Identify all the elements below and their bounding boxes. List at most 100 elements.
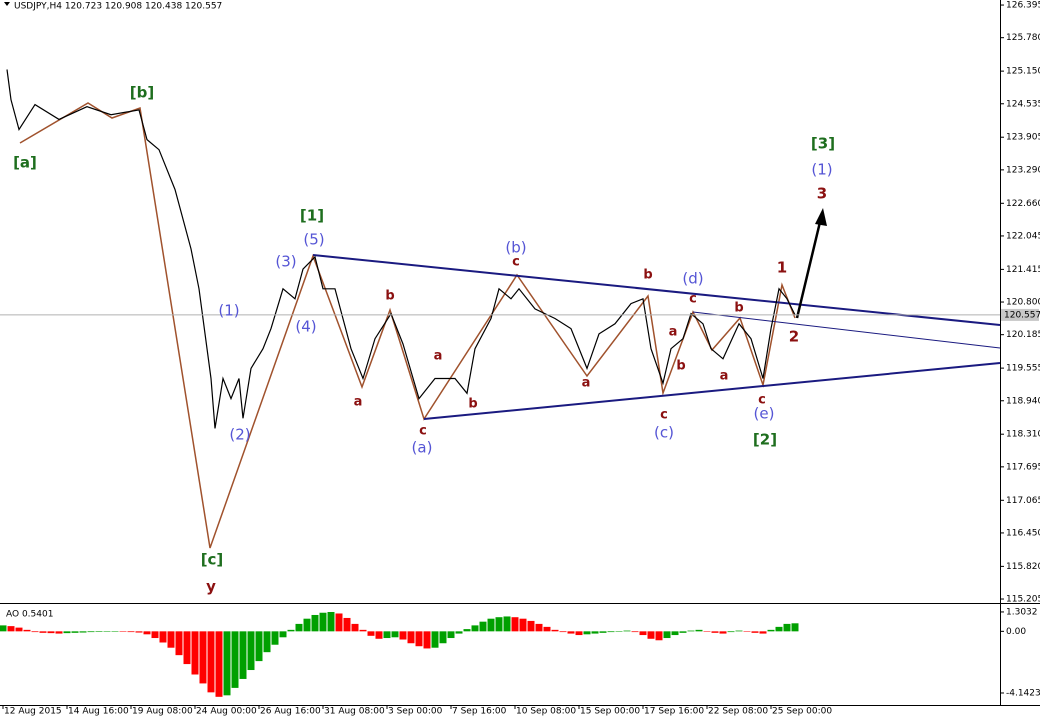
ao-bar xyxy=(599,631,607,633)
ao-bar xyxy=(479,621,487,632)
ao-bar xyxy=(223,631,231,696)
y-tick-label: 123.905 xyxy=(1006,133,1040,143)
wave-label: c xyxy=(758,393,766,408)
ao-bar xyxy=(335,613,343,632)
y-tick-label: 118.940 xyxy=(1006,396,1040,406)
ao-bar xyxy=(767,629,775,632)
ao-bar xyxy=(55,631,63,634)
ao-bar xyxy=(615,631,623,632)
wave-label: c xyxy=(512,255,520,270)
x-tick-label: 22 Sep 08:00 xyxy=(708,707,768,717)
price-line xyxy=(6,69,796,429)
ao-bar xyxy=(399,631,407,640)
y-tick-label: 122.660 xyxy=(1006,199,1040,209)
chart-title: USDJPY,H4 120.723 120.908 120.438 120.55… xyxy=(14,2,222,12)
ao-bar xyxy=(791,623,799,632)
x-tick-label: 17 Sep 16:00 xyxy=(644,707,704,717)
y-tick-label: 117.065 xyxy=(1006,496,1040,506)
ao-bar xyxy=(63,631,71,634)
wave-label: [2] xyxy=(753,431,777,449)
ao-bar xyxy=(175,631,183,656)
y-tick-label: 116.450 xyxy=(1006,528,1040,538)
ao-bar xyxy=(231,631,239,688)
x-tick-label: 12 Aug 2015 xyxy=(4,707,62,717)
ao-bar xyxy=(439,631,447,644)
ao-bar xyxy=(743,631,751,632)
ao-bar xyxy=(239,631,247,679)
y-tick-label: 122.045 xyxy=(1006,231,1040,241)
x-tick-label: 24 Aug 00:00 xyxy=(196,707,257,717)
y-tick-label: 120.185 xyxy=(1006,330,1040,340)
ao-bar xyxy=(319,612,327,632)
last-price-label: 120.557 xyxy=(1004,310,1040,320)
ao-bar xyxy=(487,618,495,632)
ao-bar xyxy=(623,630,631,632)
ao-bar xyxy=(527,620,535,632)
ao-bar xyxy=(711,631,719,633)
wave-label: (1) xyxy=(811,161,832,179)
wave-label: c xyxy=(689,292,697,307)
y-tick-label: 124.535 xyxy=(1006,99,1040,109)
ao-bar xyxy=(167,631,175,648)
ao-bar xyxy=(375,631,383,639)
ao-bar xyxy=(759,631,767,634)
ao-bar xyxy=(159,631,167,643)
wave-label: (b) xyxy=(505,239,526,257)
ao-bar xyxy=(79,631,87,633)
ao-bar xyxy=(119,631,127,632)
wave-label: [b] xyxy=(130,84,154,102)
ao-bar xyxy=(383,631,391,639)
ao-bar xyxy=(87,631,95,633)
wave-label: c xyxy=(660,408,668,423)
ao-bar xyxy=(775,626,783,632)
y-tick-label: 1.3032 xyxy=(1006,607,1038,617)
wave-label: b xyxy=(643,268,652,283)
triangle-lower xyxy=(423,362,1001,420)
ao-bar xyxy=(639,631,647,636)
ao-bar xyxy=(471,625,479,632)
ao-bar xyxy=(295,623,303,632)
ao-bar xyxy=(359,629,367,632)
ao-bar xyxy=(735,630,743,632)
ao-bar xyxy=(151,631,159,639)
y-tick-label: 119.555 xyxy=(1006,364,1040,374)
y-tick-label: 125.150 xyxy=(1006,67,1040,77)
ao-bar xyxy=(271,631,279,645)
wave-label: b xyxy=(385,289,394,304)
y-tick-label: -4.1423 xyxy=(1006,688,1040,698)
ao-bar xyxy=(703,631,711,632)
ao-bar xyxy=(719,631,727,634)
ao-bar xyxy=(455,631,463,634)
wave-label: (c) xyxy=(654,424,674,442)
ao-bar xyxy=(559,631,567,633)
ao-bar xyxy=(391,631,399,638)
wave-label: a xyxy=(720,369,729,384)
ao-bar xyxy=(47,631,55,634)
ao-bar xyxy=(655,631,663,641)
wave-label: (4) xyxy=(295,318,316,336)
ao-bar xyxy=(143,631,151,635)
ao-bar xyxy=(311,614,319,632)
wave-label: b xyxy=(734,301,743,316)
ao-bar xyxy=(327,611,335,632)
ao-bar xyxy=(447,631,455,639)
ao-bar xyxy=(31,631,39,633)
wave-label: (5) xyxy=(303,231,324,249)
y-tick-label: 115.820 xyxy=(1006,562,1040,572)
wave-label: a xyxy=(434,349,443,364)
ao-bar xyxy=(727,631,735,633)
wave-label: c xyxy=(419,424,427,439)
ao-bar xyxy=(263,631,271,653)
ao-bar xyxy=(111,631,119,632)
wave-label: b xyxy=(468,397,477,412)
ao-bar xyxy=(407,631,415,644)
ao-bar xyxy=(127,631,135,633)
x-tick-label: 14 Aug 16:00 xyxy=(68,707,129,717)
ao-bar xyxy=(519,618,527,632)
forecast-arrowhead xyxy=(815,208,827,226)
ao-bar xyxy=(535,623,543,632)
x-tick-label: 3 Sep 00:00 xyxy=(388,707,443,717)
wave-label: (3) xyxy=(275,253,296,271)
ao-bar xyxy=(751,631,759,633)
